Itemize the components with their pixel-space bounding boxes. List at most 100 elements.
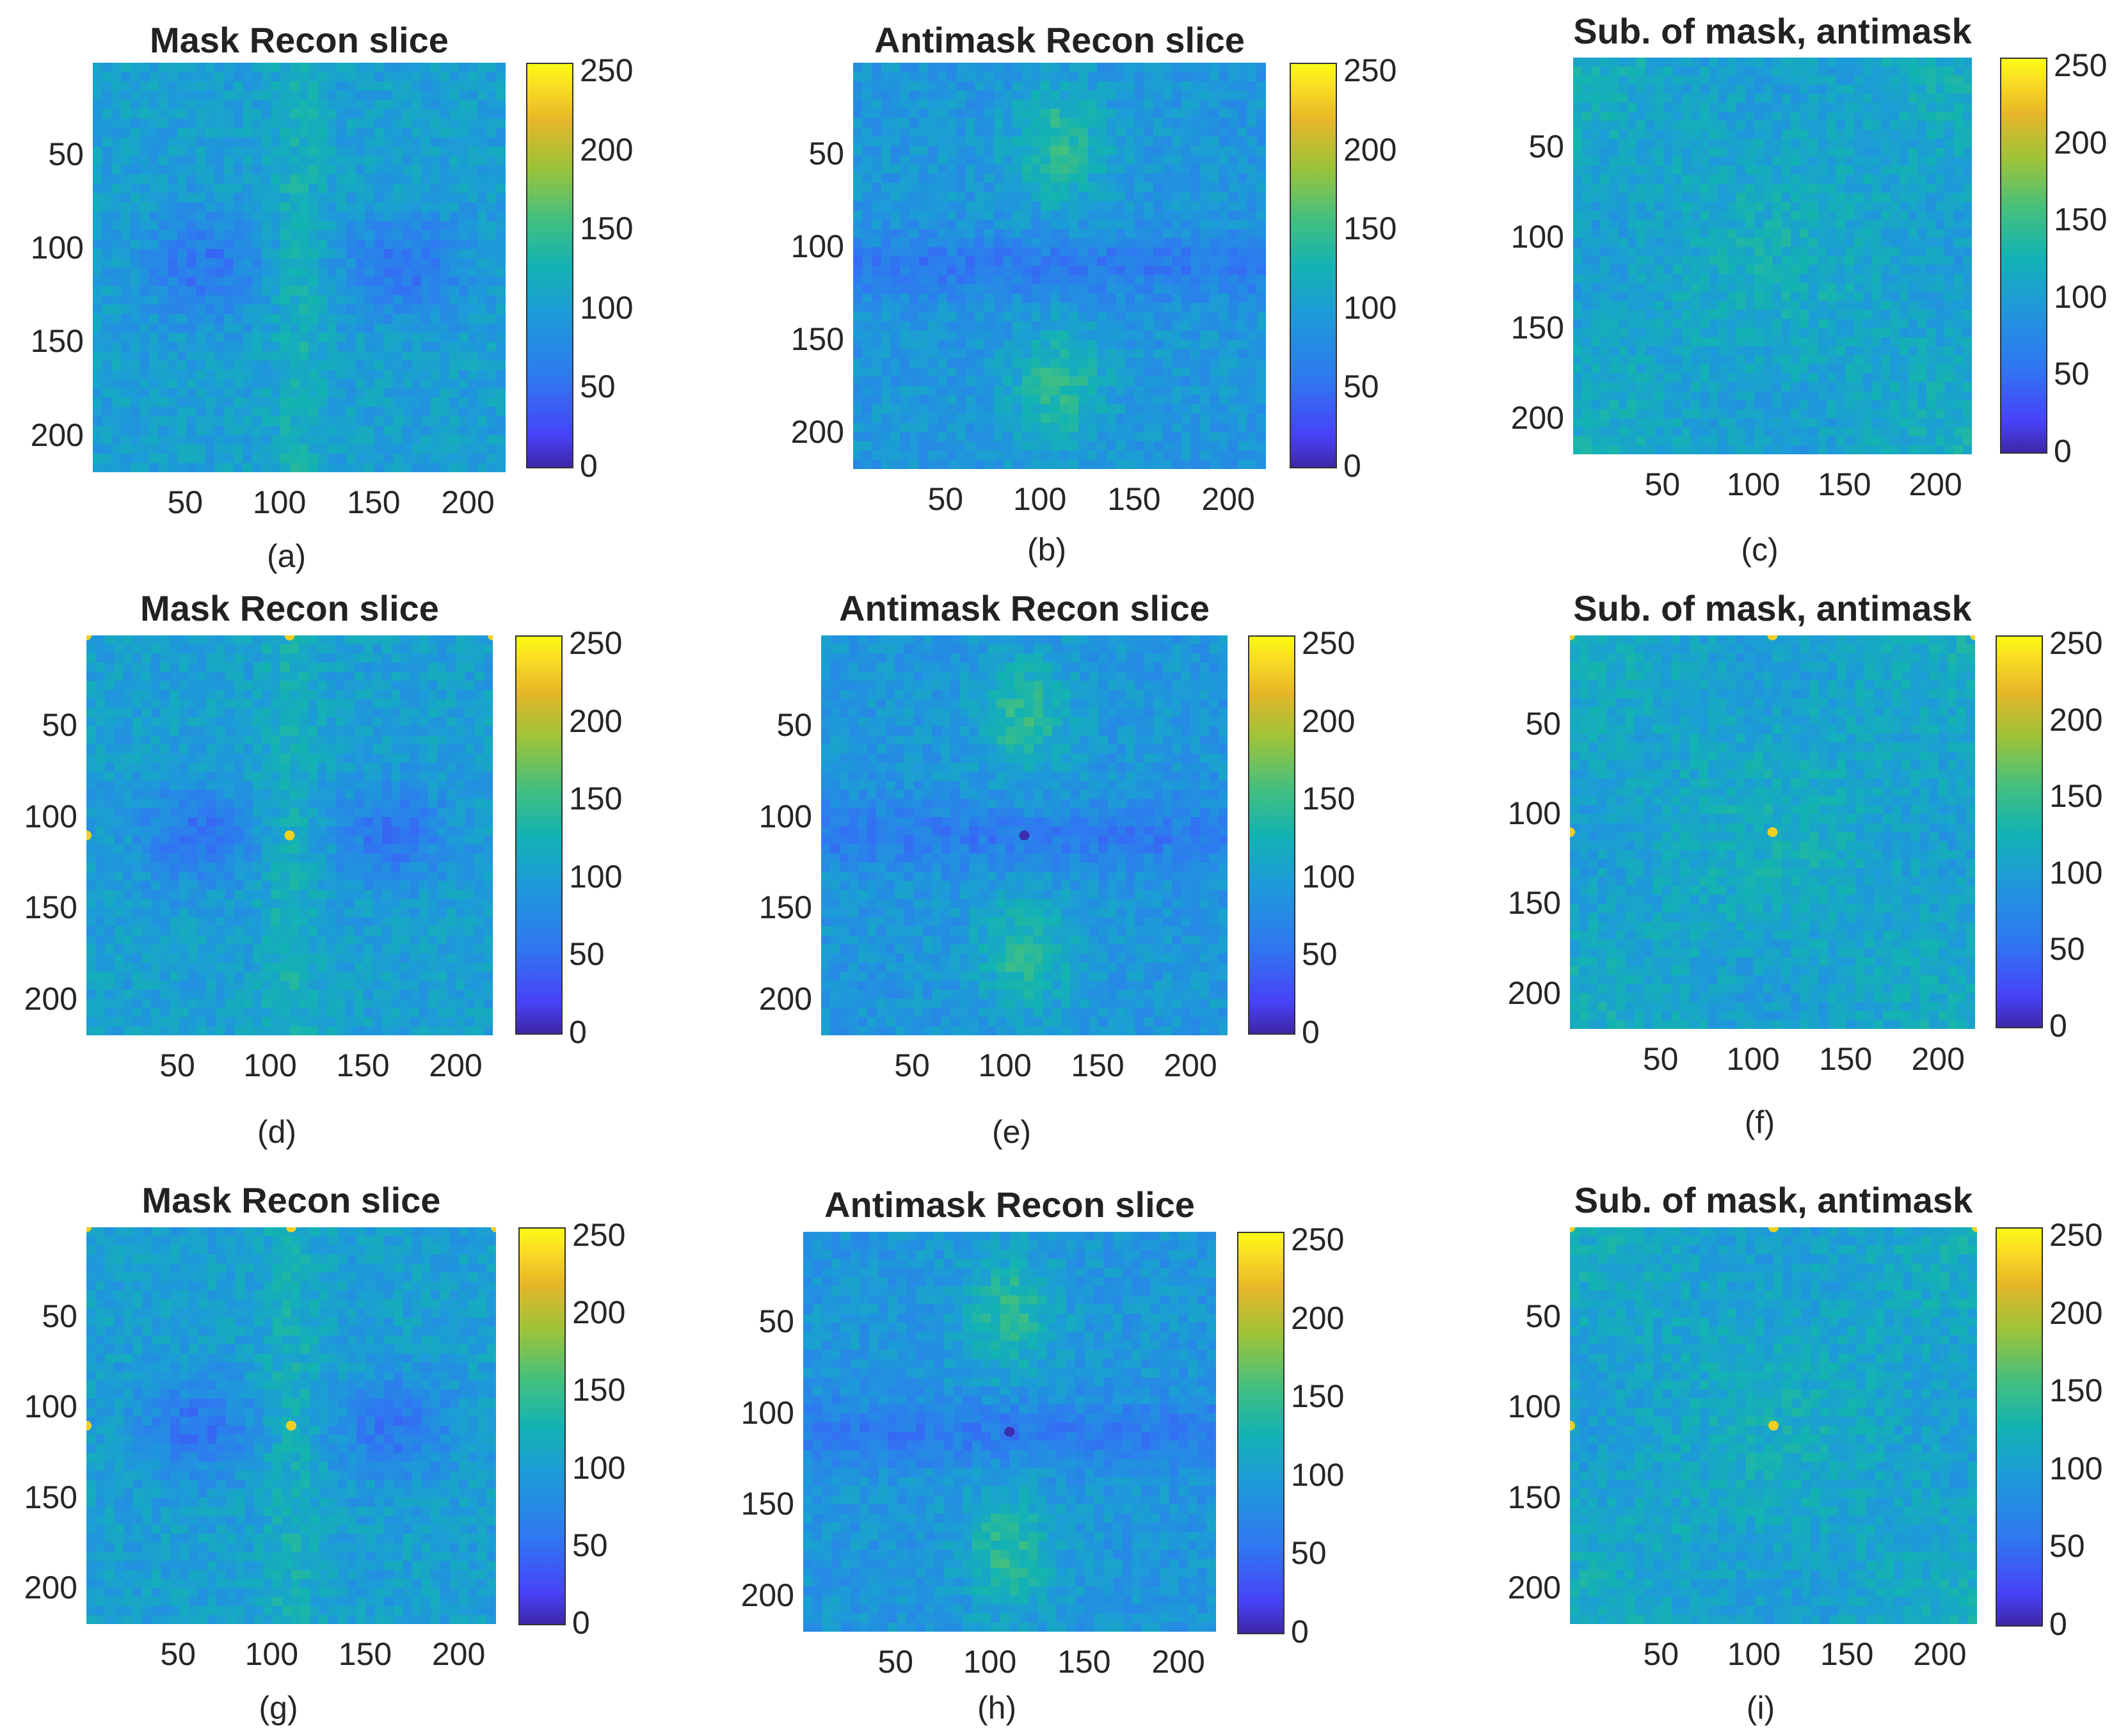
y-tick-label: 200 xyxy=(790,414,844,450)
colorbar-tick-label: 0 xyxy=(580,448,598,484)
peak-marker xyxy=(86,635,92,641)
peak-marker xyxy=(1570,1421,1575,1431)
y-tick-label: 100 xyxy=(758,798,812,834)
x-tick-label: 100 xyxy=(244,1636,299,1672)
y-tick-label: 150 xyxy=(1507,1479,1561,1515)
x-tick-label: 50 xyxy=(160,1636,196,1672)
colorbar-tick-label: 100 xyxy=(569,858,623,895)
heatmap-image xyxy=(86,1227,496,1624)
colorbar-tick-label: 200 xyxy=(569,703,623,739)
x-tick-label: 100 xyxy=(1726,1041,1780,1077)
peak-marker xyxy=(284,830,295,841)
x-tick-label: 150 xyxy=(1820,1636,1874,1672)
panel-caption: (g) xyxy=(259,1690,298,1726)
panel-caption: (f) xyxy=(1744,1104,1775,1140)
chart-title: Mask Recon slice xyxy=(150,20,449,60)
colorbar-tick-label: 50 xyxy=(2049,1528,2085,1565)
x-tick-label: 200 xyxy=(1911,1041,1965,1077)
chart-title: Sub. of mask, antimask xyxy=(1573,11,1972,51)
colorbar-tick-label: 250 xyxy=(580,52,634,89)
colorbar-tick-label: 0 xyxy=(2049,1606,2067,1642)
colorbar xyxy=(1290,63,1337,468)
y-tick-label: 150 xyxy=(24,1479,77,1515)
colorbar xyxy=(515,635,563,1035)
colorbar-tick-label: 200 xyxy=(1343,131,1397,168)
colorbar-tick-label: 250 xyxy=(2054,47,2108,84)
colorbar-tick-label: 150 xyxy=(580,211,634,247)
x-tick-label: 50 xyxy=(1642,1041,1679,1077)
colorbar xyxy=(518,1227,566,1625)
colorbar-tick-label: 250 xyxy=(2049,1217,2103,1254)
peak-marker xyxy=(491,1227,496,1232)
y-tick-label: 200 xyxy=(758,980,812,1017)
colorbar-tick-label: 50 xyxy=(2054,356,2090,392)
peak-marker xyxy=(1768,1227,1779,1232)
colorbar xyxy=(1237,1232,1285,1634)
x-tick-label: 200 xyxy=(1913,1636,1967,1672)
y-tick-label: 200 xyxy=(1507,975,1561,1011)
x-tick-label: 150 xyxy=(1107,481,1161,517)
peak-marker xyxy=(1004,1426,1015,1437)
x-tick-label: 150 xyxy=(1057,1644,1111,1680)
x-tick-label: 200 xyxy=(1201,481,1255,517)
x-tick-label: 100 xyxy=(1726,466,1781,502)
panel-caption: (c) xyxy=(1741,532,1779,568)
colorbar-tick-label: 150 xyxy=(2049,1373,2103,1409)
heatmap-image xyxy=(86,635,493,1035)
peak-marker xyxy=(1570,635,1575,641)
x-tick-label: 100 xyxy=(978,1047,1032,1083)
x-tick-label: 50 xyxy=(877,1644,914,1680)
colorbar-tick-label: 250 xyxy=(572,1217,626,1254)
y-tick-label: 150 xyxy=(24,889,77,926)
heatmap-image xyxy=(1570,1227,1977,1624)
y-tick-label: 50 xyxy=(1525,1298,1561,1334)
chart-title: Mask Recon slice xyxy=(140,588,439,628)
colorbar-tick-label: 100 xyxy=(2054,278,2108,315)
peak-marker xyxy=(284,635,295,641)
chart-title: Antimask Recon slice xyxy=(839,588,1210,628)
colorbar-tick-label: 0 xyxy=(572,1605,590,1641)
colorbar-tick-label: 150 xyxy=(2049,778,2103,815)
y-tick-label: 200 xyxy=(1510,400,1564,436)
heatmap-image xyxy=(93,63,506,472)
peak-marker xyxy=(488,635,493,641)
colorbar-tick-label: 100 xyxy=(1302,858,1356,895)
colorbar xyxy=(1996,635,2043,1028)
colorbar-tick-label: 0 xyxy=(569,1014,587,1050)
x-tick-label: 100 xyxy=(252,484,307,520)
colorbar-tick-label: 50 xyxy=(1291,1535,1327,1572)
heatmap-image xyxy=(1570,635,1975,1029)
colorbar-tick-label: 100 xyxy=(2049,854,2103,891)
y-tick-label: 50 xyxy=(42,1298,77,1334)
peak-marker xyxy=(286,1421,297,1431)
heatmap-image xyxy=(803,1232,1216,1632)
colorbar-tick-label: 250 xyxy=(1302,625,1356,662)
colorbar-tick-label: 250 xyxy=(2049,625,2103,661)
colorbar-tick-label: 200 xyxy=(2054,124,2108,161)
colorbar-tick-label: 200 xyxy=(580,131,634,168)
peak-marker xyxy=(86,1421,92,1431)
x-tick-label: 200 xyxy=(431,1636,486,1672)
x-tick-label: 200 xyxy=(441,484,495,520)
colorbar-tick-label: 50 xyxy=(572,1527,608,1563)
peak-marker xyxy=(1972,1227,1977,1232)
colorbar-tick-label: 250 xyxy=(1343,52,1397,89)
colorbar-tick-label: 100 xyxy=(572,1449,626,1486)
colorbar xyxy=(1996,1227,2043,1627)
colorbar-tick-label: 50 xyxy=(569,936,605,973)
chart-title: Antimask Recon slice xyxy=(824,1184,1195,1225)
colorbar-tick-label: 200 xyxy=(2049,701,2103,738)
y-tick-label: 50 xyxy=(1528,128,1564,164)
x-tick-label: 50 xyxy=(1644,466,1681,502)
colorbar-tick-label: 0 xyxy=(2049,1008,2067,1044)
colorbar-tick-label: 200 xyxy=(1291,1300,1345,1336)
colorbar-tick-label: 50 xyxy=(1302,936,1338,973)
y-tick-label: 100 xyxy=(1507,795,1561,831)
x-tick-label: 200 xyxy=(1151,1644,1205,1680)
y-tick-label: 100 xyxy=(30,230,84,266)
y-tick-label: 150 xyxy=(1510,309,1564,346)
colorbar-tick-label: 250 xyxy=(1291,1222,1345,1258)
colorbar-tick-label: 200 xyxy=(2049,1294,2103,1331)
x-tick-label: 200 xyxy=(1164,1047,1217,1083)
peak-marker xyxy=(286,1227,296,1232)
